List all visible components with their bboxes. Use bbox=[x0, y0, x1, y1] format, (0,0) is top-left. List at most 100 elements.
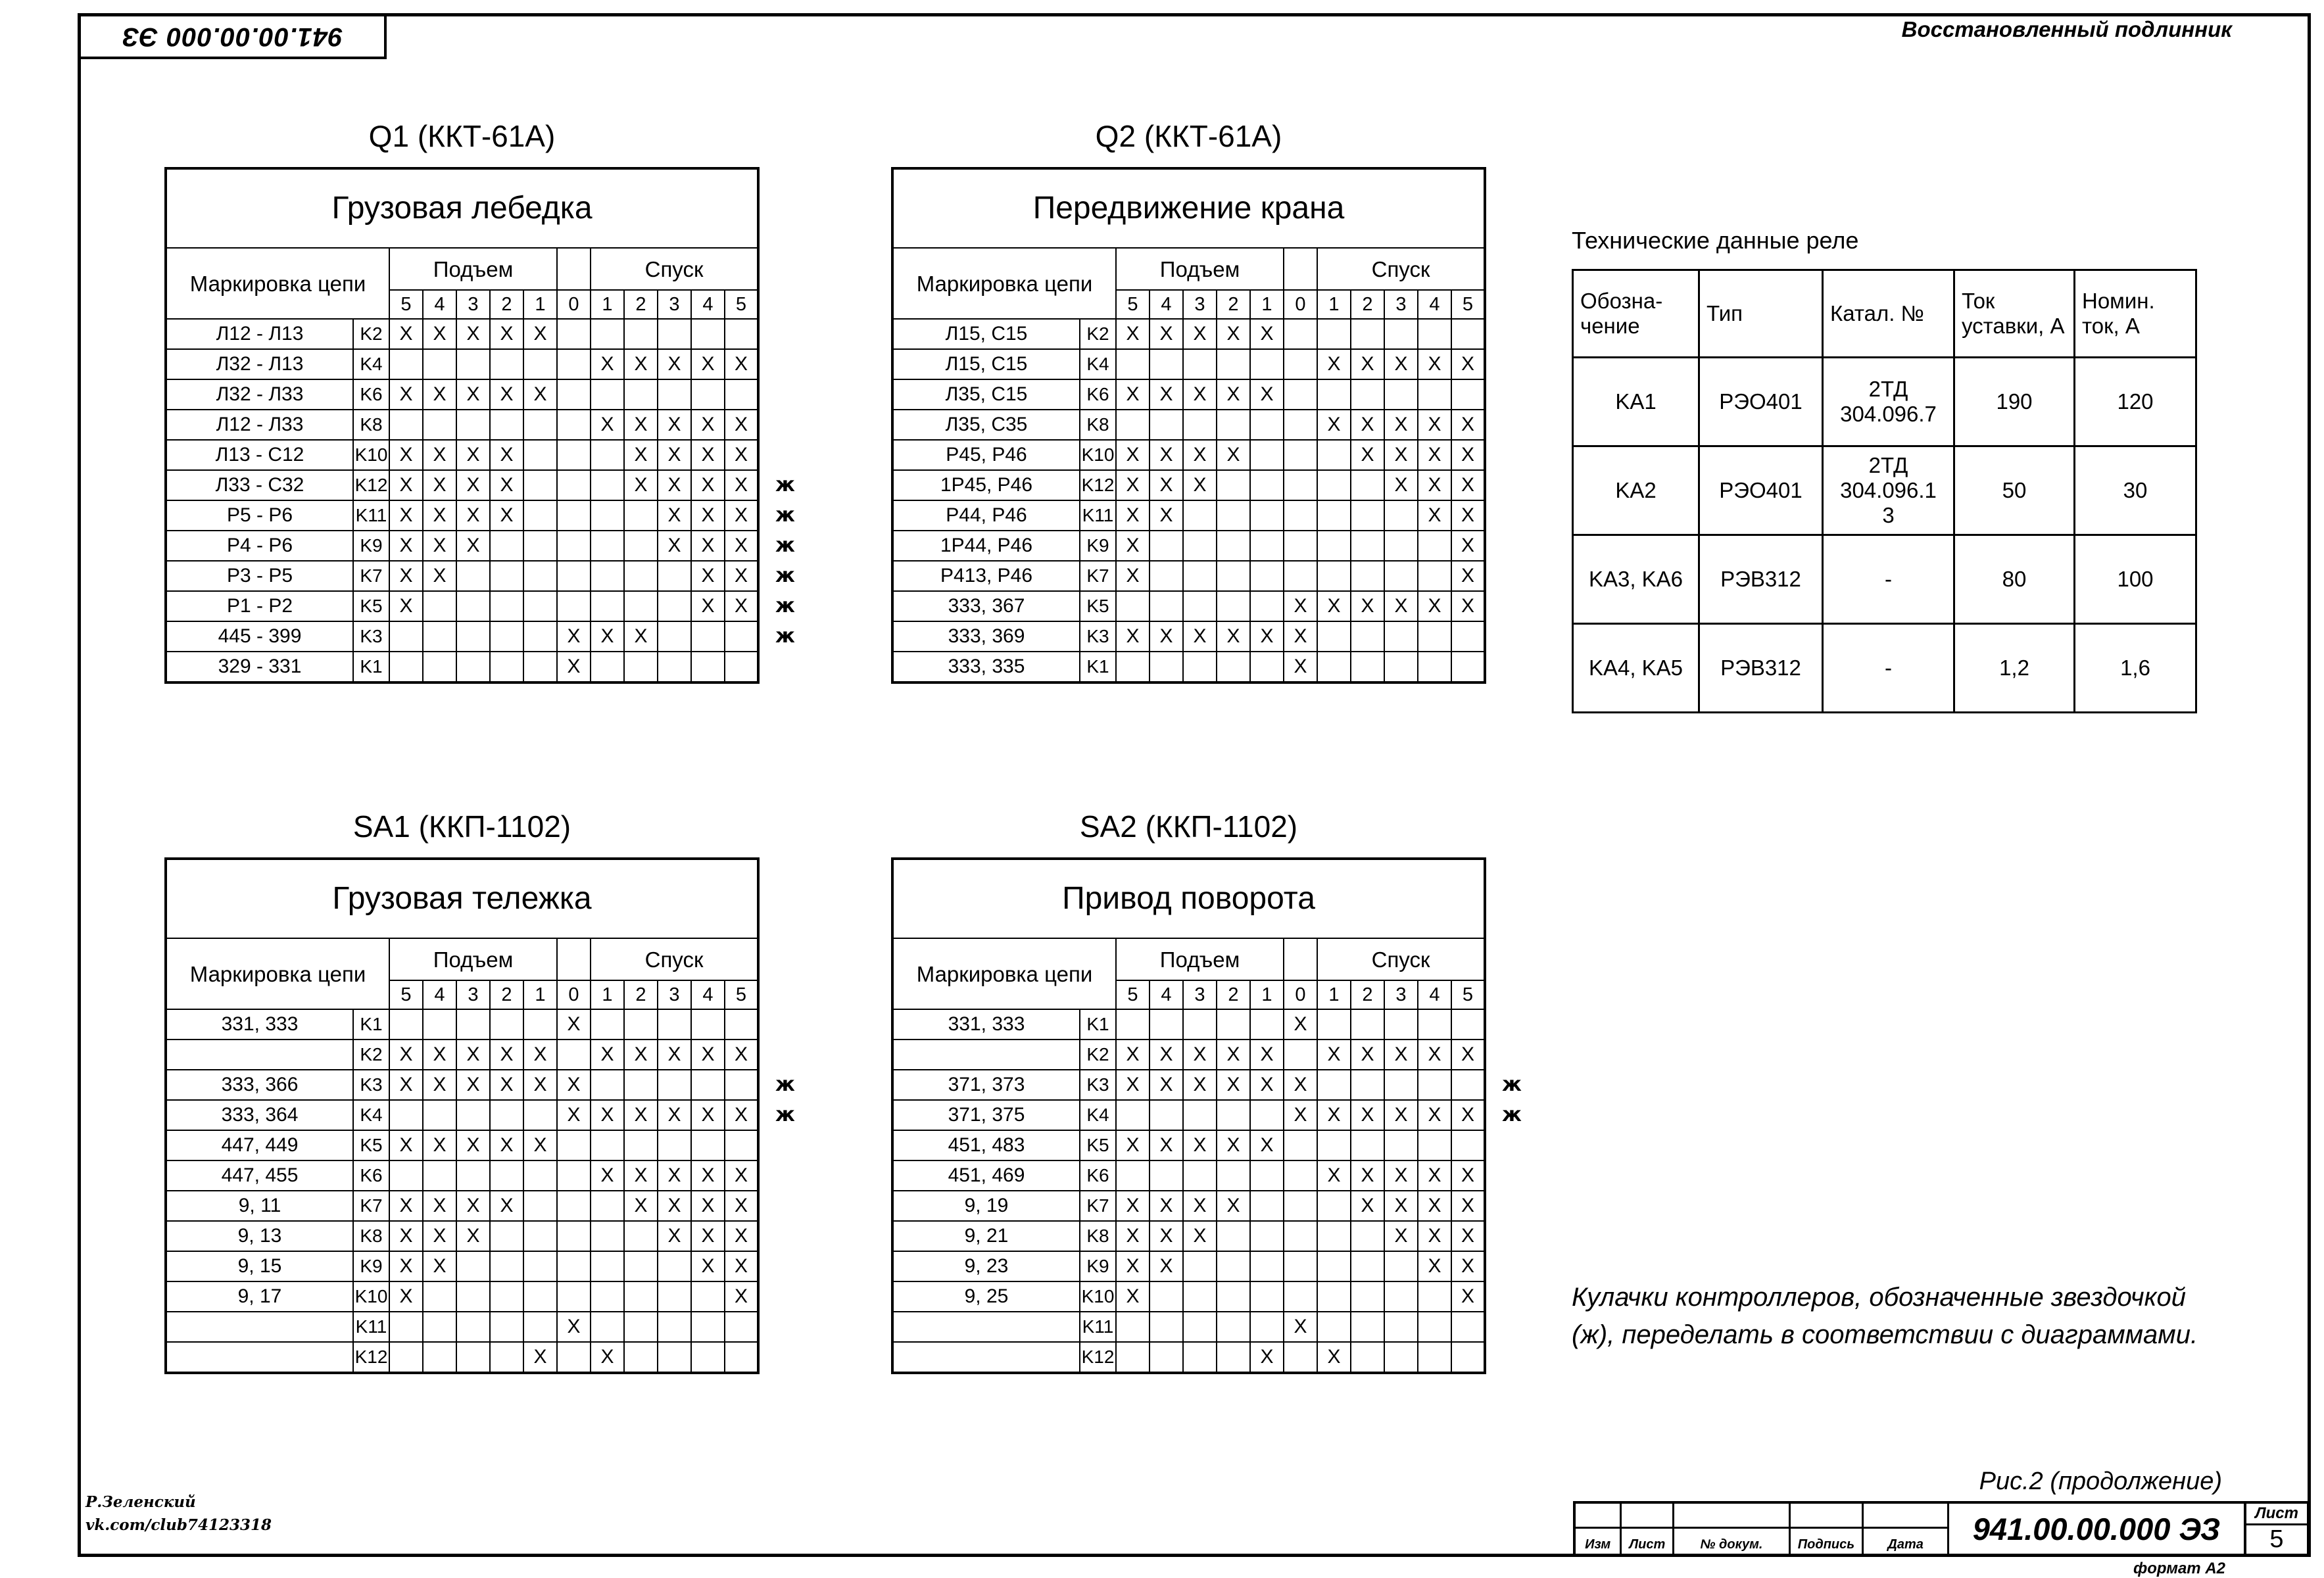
cam-table-caption-q1: Q1 (ККТ-61А) bbox=[368, 119, 556, 153]
cam-cell-open bbox=[1283, 409, 1318, 441]
cam-cell-closed: X bbox=[1249, 318, 1284, 350]
cam-cell-open bbox=[1115, 1099, 1150, 1131]
cam-circuit-label: 9, 11 bbox=[165, 1190, 354, 1222]
cam-cell-closed: X bbox=[456, 1190, 491, 1222]
cam-contact-name: K12 bbox=[352, 469, 390, 501]
cam-cell-open bbox=[1249, 560, 1284, 592]
cam-cell-open bbox=[1417, 1130, 1452, 1161]
cam-table-row: 9, 21 K8 X X X X X X bbox=[892, 1220, 1486, 1252]
cam-cell-closed: X bbox=[724, 1251, 759, 1282]
relay-col-setting-current: Ток уставки, А bbox=[1953, 269, 2075, 358]
cam-cell-closed: X bbox=[1317, 1160, 1351, 1191]
cam-cell-open bbox=[523, 1160, 558, 1191]
cam-circuit-label: Л35, С35 bbox=[892, 409, 1080, 441]
cam-cell-open bbox=[1283, 1281, 1318, 1312]
cam-contact-name: K10 bbox=[1079, 1281, 1117, 1312]
cam-cell-open bbox=[422, 651, 457, 683]
cam-cell-open bbox=[556, 1039, 591, 1070]
cam-position-header-4: 1 bbox=[523, 980, 558, 1010]
cam-cell-open bbox=[1115, 348, 1150, 380]
cam-cell-open bbox=[523, 1009, 558, 1040]
cam-contact-name: K2 bbox=[352, 1039, 390, 1070]
cam-cell-open bbox=[590, 439, 625, 471]
cam-cell-closed: X bbox=[1216, 318, 1251, 350]
cam-contact-name: K5 bbox=[352, 590, 390, 622]
cam-cell-open bbox=[1216, 1009, 1251, 1040]
cam-cell-closed: X bbox=[456, 469, 491, 501]
cam-table-sa1: Грузовая тележка Маркировка цепи Подъем Спу… bbox=[164, 857, 760, 1374]
cam-position-header-4: 1 bbox=[1249, 980, 1284, 1010]
cam-position-header-8: 3 bbox=[1384, 289, 1418, 320]
cam-cell-open bbox=[523, 1190, 558, 1222]
cam-contact-name: K6 bbox=[352, 1160, 390, 1191]
cam-table-row: 333, 369 K3 X X X X X X bbox=[892, 621, 1486, 652]
cam-cell-open bbox=[1451, 1341, 1486, 1374]
cam-cell-open bbox=[1149, 1009, 1184, 1040]
cam-cell-open bbox=[1451, 379, 1486, 410]
cam-cell-open bbox=[1283, 318, 1318, 350]
cam-cell-open bbox=[590, 500, 625, 531]
cam-cell-open bbox=[456, 560, 491, 592]
cam-cell-closed: X bbox=[1417, 1251, 1452, 1282]
cam-position-header-2: 3 bbox=[1182, 289, 1217, 320]
cam-cell-open bbox=[1249, 1160, 1284, 1191]
cam-cell-closed: X bbox=[389, 530, 424, 562]
cam-cell-open bbox=[1115, 590, 1150, 622]
cam-circuit-label bbox=[892, 1311, 1080, 1343]
cam-table-row: 333, 366 K3 X X X X X X bbox=[165, 1069, 759, 1101]
relay-cell-catalog: - bbox=[1822, 623, 1955, 713]
cam-cell-open bbox=[623, 1311, 658, 1343]
cam-cell-closed: X bbox=[657, 348, 692, 380]
cam-circuit-label: Л15, С15 bbox=[892, 348, 1080, 380]
relay-table-body: KA1 РЭО401 2ТД 304.096.7 190 120 KA2 РЭО401 2ТД 3… bbox=[1572, 356, 2197, 713]
cam-cell-open bbox=[556, 318, 591, 350]
cam-cell-open bbox=[489, 1160, 524, 1191]
cam-cell-closed: X bbox=[489, 318, 524, 350]
cam-cell-closed: X bbox=[422, 1220, 457, 1252]
cam-table-row: 9, 23 K9 X X X X bbox=[892, 1251, 1486, 1282]
cam-position-header-0: 5 bbox=[389, 980, 424, 1010]
cam-position-header-3: 2 bbox=[1216, 980, 1251, 1010]
cam-cell-closed: X bbox=[1451, 469, 1486, 501]
cam-cell-closed: X bbox=[724, 1281, 759, 1312]
cam-cell-open bbox=[1384, 560, 1418, 592]
relay-cell-designation: KA3, KA6 bbox=[1572, 534, 1700, 625]
cam-col-marking-header: Маркировка цепи bbox=[165, 938, 390, 1010]
cam-cell-open bbox=[489, 409, 524, 441]
cam-cell-open bbox=[1149, 1281, 1184, 1312]
relay-col-catalog: Катал. № bbox=[1822, 269, 1955, 358]
title-block-sheet-number: 5 bbox=[2269, 1525, 2284, 1553]
cam-cell-open bbox=[1350, 1220, 1385, 1252]
cam-cell-open bbox=[1350, 379, 1385, 410]
cam-table-title-sa2: Привод поворота bbox=[892, 858, 1486, 939]
cam-cell-open bbox=[1182, 1099, 1217, 1131]
cam-cell-closed: X bbox=[1182, 1130, 1217, 1161]
cam-cell-closed: X bbox=[1350, 409, 1385, 441]
cam-cell-closed: X bbox=[724, 409, 759, 441]
cam-cell-open bbox=[523, 1220, 558, 1252]
cam-cell-open bbox=[489, 651, 524, 683]
cam-cell-open bbox=[1384, 500, 1418, 531]
cam-cell-open bbox=[1384, 1341, 1418, 1374]
cam-cell-closed: X bbox=[389, 1251, 424, 1282]
cam-cell-open bbox=[1317, 1069, 1351, 1101]
cam-cell-closed: X bbox=[389, 318, 424, 350]
cam-table-row: 451, 483 K5 X X X X X bbox=[892, 1130, 1486, 1161]
relay-cell-catalog: - bbox=[1822, 534, 1955, 625]
cam-position-header-7: 2 bbox=[623, 289, 658, 320]
cam-contact-name: K1 bbox=[352, 651, 390, 683]
relay-table-row: KA2 РЭО401 2ТД 304.096.1 3 50 30 bbox=[1572, 445, 2197, 536]
cam-position-header-3: 2 bbox=[1216, 289, 1251, 320]
cam-contact-name: K4 bbox=[1079, 1099, 1117, 1131]
cam-cell-open bbox=[556, 409, 591, 441]
cam-contact-name: K8 bbox=[352, 1220, 390, 1252]
cam-cell-open bbox=[1115, 1311, 1150, 1343]
cam-cell-open bbox=[523, 469, 558, 501]
cam-circuit-label bbox=[165, 1341, 354, 1374]
cam-cell-closed: X bbox=[422, 1069, 457, 1101]
cam-table-row: 447, 449 K5 X X X X X bbox=[165, 1130, 759, 1161]
relay-cell-nominal-current: 1,6 bbox=[2073, 623, 2197, 713]
cam-position-header-4: 1 bbox=[523, 289, 558, 320]
cam-position-header-9: 4 bbox=[1417, 289, 1452, 320]
cam-cell-open bbox=[724, 1341, 759, 1374]
